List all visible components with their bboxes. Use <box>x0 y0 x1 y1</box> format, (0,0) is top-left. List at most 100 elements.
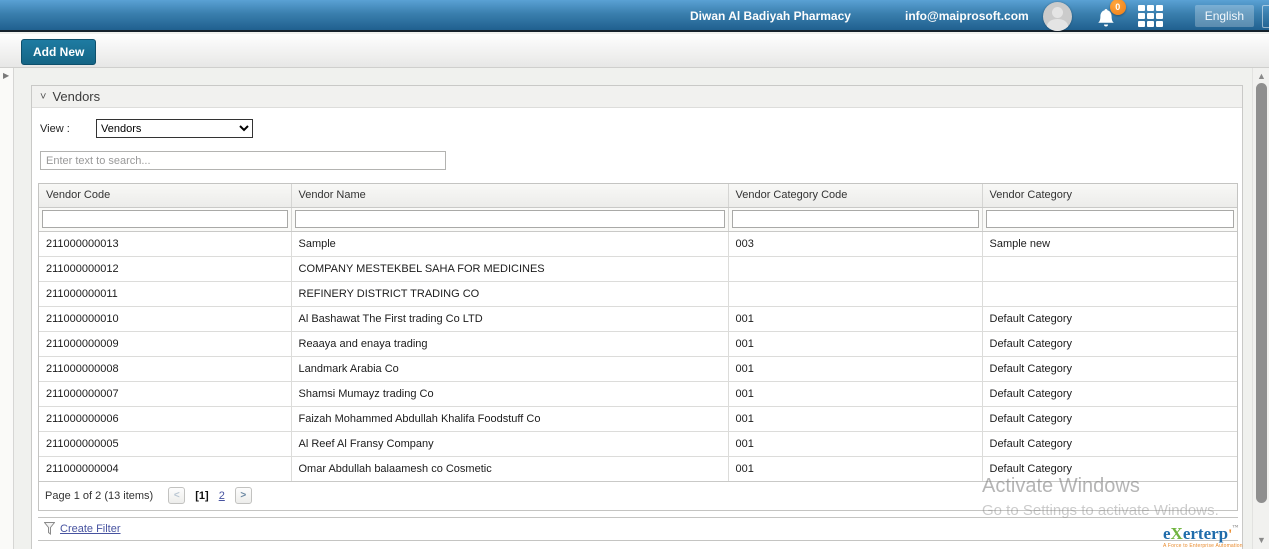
sidebar-splitter[interactable]: ▶ <box>0 68 14 549</box>
pager-next-button[interactable]: > <box>234 487 252 504</box>
cell-vendor-name: Reaaya and enaya trading <box>291 331 729 357</box>
table-row[interactable]: 211000000013 Sample 003 Sample new <box>39 231 1237 257</box>
filter-vendor-category-code-input[interactable] <box>731 210 979 228</box>
apps-grid-icon[interactable] <box>1137 5 1163 27</box>
search-input[interactable] <box>40 151 446 170</box>
cell-vendor-category: Default Category <box>982 356 1237 382</box>
cell-vendor-name: REFINERY DISTRICT TRADING CO <box>291 281 729 307</box>
exerterp-logo: eXerterp'™ A Force to Enterprise Automat… <box>1163 524 1243 549</box>
cell-vendor-code: 211000000006 <box>39 406 292 432</box>
filter-row <box>39 207 1237 232</box>
cell-vendor-category: Sample new <box>982 231 1237 257</box>
filter-funnel-icon <box>44 522 55 535</box>
table-row[interactable]: 211000000009 Reaaya and enaya trading 001 D… <box>39 331 1237 357</box>
cell-vendor-name: Sample <box>291 231 729 257</box>
column-header-vendor-code[interactable]: Vendor Code <box>39 184 292 208</box>
filter-vendor-name-input[interactable] <box>294 210 725 228</box>
cell-vendor-category: Default Category <box>982 431 1237 457</box>
table-row[interactable]: 211000000010 Al Bashawat The First tradin… <box>39 306 1237 332</box>
cell-vendor-code: 211000000013 <box>39 231 292 257</box>
table-row[interactable]: 211000000005 Al Reef Al Fransy Company 001… <box>39 431 1237 457</box>
scrollbar-thumb[interactable] <box>1256 83 1267 503</box>
cell-vendor-code: 211000000012 <box>39 256 292 282</box>
cell-vendor-name: Al Bashawat The First trading Co LTD <box>291 306 729 332</box>
vertical-scrollbar[interactable]: ▲ ▼ <box>1252 68 1269 549</box>
create-filter-bar: Create Filter <box>38 516 1238 541</box>
cell-vendor-category-code: 001 <box>728 306 983 332</box>
notification-badge: 0 <box>1109 0 1126 15</box>
cell-vendor-code: 211000000005 <box>39 431 292 457</box>
logo-text: e <box>1163 524 1171 543</box>
table-row[interactable]: 211000000008 Landmark Arabia Co 001 Default… <box>39 356 1237 382</box>
cell-vendor-name: Omar Abdullah balaamesh co Cosmetic <box>291 456 729 482</box>
avatar-person-icon <box>1051 6 1063 18</box>
user-email: info@maiprosoft.com <box>905 9 1029 23</box>
toolbar: Add New <box>0 34 1269 68</box>
create-filter-link[interactable]: Create Filter <box>60 522 121 535</box>
cell-vendor-code: 211000000007 <box>39 381 292 407</box>
cell-vendor-category-code: 001 <box>728 356 983 382</box>
table-header-row: Vendor Code Vendor Name Vendor Category … <box>39 184 1237 208</box>
view-label: View : <box>40 122 70 135</box>
table-row[interactable]: 211000000004 Omar Abdullah balaamesh co C… <box>39 456 1237 482</box>
scroll-down-icon[interactable]: ▼ <box>1257 535 1266 545</box>
cell-vendor-category: Default Category <box>982 456 1237 482</box>
language-arabic-button[interactable]: العربية <box>1262 4 1269 28</box>
cell-vendor-category-code <box>728 281 983 307</box>
cell-vendor-code: 211000000008 <box>39 356 292 382</box>
view-row: View : Vendors <box>40 119 1242 138</box>
sidebar-expand-icon[interactable]: ▶ <box>3 71 10 80</box>
add-new-button[interactable]: Add New <box>21 39 97 65</box>
cell-vendor-name: Faizah Mohammed Abdullah Khalifa Foodstu… <box>291 406 729 432</box>
language-english-button[interactable]: English <box>1194 5 1255 27</box>
pager-page-2-link[interactable]: 2 <box>218 489 225 502</box>
panel-title: Vendors <box>52 89 101 104</box>
cell-vendor-code: 211000000010 <box>39 306 292 332</box>
user-avatar[interactable] <box>1042 1 1072 31</box>
cell-vendor-name: Landmark Arabia Co <box>291 356 729 382</box>
table-row[interactable]: 211000000007 Shamsi Mumayz trading Co 001 D… <box>39 381 1237 407</box>
column-header-vendor-name[interactable]: Vendor Name <box>291 184 729 208</box>
vendors-grid: Vendor Code Vendor Name Vendor Category … <box>38 183 1238 511</box>
table-row[interactable]: 211000000012 COMPANY MESTEKBEL SAHA FOR M… <box>39 256 1237 282</box>
cell-vendor-category: Default Category <box>982 306 1237 332</box>
table-row[interactable]: 211000000011 REFINERY DISTRICT TRADING CO <box>39 281 1237 307</box>
vendors-table: Vendor Code Vendor Name Vendor Category … <box>39 184 1237 482</box>
logo-tagline: A Force to Enterprise Automation <box>1163 543 1243 549</box>
pager: Page 1 of 2 (13 items) < [1] 2 > <box>39 481 1237 510</box>
notification-bell-icon[interactable]: 0 <box>1094 0 1126 30</box>
view-select[interactable]: Vendors <box>96 119 253 138</box>
app-title: Diwan Al Badiyah Pharmacy <box>690 9 851 23</box>
vendors-panel: ˅ Vendors View : Vendors Vendor Code Ven… <box>31 85 1243 549</box>
cell-vendor-category: Default Category <box>982 406 1237 432</box>
table-row[interactable]: 211000000006 Faizah Mohammed Abdullah Kha… <box>39 406 1237 432</box>
cell-vendor-category-code: 001 <box>728 381 983 407</box>
pager-prev-button[interactable]: < <box>168 487 186 504</box>
cell-vendor-code: 211000000004 <box>39 456 292 482</box>
pager-current-page: [1] <box>195 489 209 502</box>
cell-vendor-category-code: 003 <box>728 231 983 257</box>
cell-vendor-name: Shamsi Mumayz trading Co <box>291 381 729 407</box>
column-header-vendor-category[interactable]: Vendor Category <box>982 184 1237 208</box>
cell-vendor-category: Default Category <box>982 381 1237 407</box>
table-body: 211000000013 Sample 003 Sample new 211000000… <box>39 231 1237 482</box>
pager-summary: Page 1 of 2 (13 items) <box>45 489 154 502</box>
logo-swoosh-icon: ' <box>1228 527 1233 543</box>
scroll-up-icon[interactable]: ▲ <box>1257 71 1266 81</box>
filter-vendor-code-input[interactable] <box>42 210 288 228</box>
vendors-panel-header[interactable]: ˅ Vendors <box>32 86 1242 108</box>
column-header-vendor-category-code[interactable]: Vendor Category Code <box>728 184 983 208</box>
cell-vendor-code: 211000000009 <box>39 331 292 357</box>
filter-vendor-category-input[interactable] <box>985 210 1234 228</box>
cell-vendor-category <box>982 281 1237 307</box>
collapse-chevron-icon: ˅ <box>40 90 47 103</box>
cell-vendor-category-code <box>728 256 983 282</box>
cell-vendor-category <box>982 256 1237 282</box>
top-header-bar: Diwan Al Badiyah Pharmacy info@maiprosof… <box>0 0 1269 32</box>
cell-vendor-category-code: 001 <box>728 406 983 432</box>
cell-vendor-category-code: 001 <box>728 331 983 357</box>
cell-vendor-category-code: 001 <box>728 431 983 457</box>
cell-vendor-name: COMPANY MESTEKBEL SAHA FOR MEDICINES <box>291 256 729 282</box>
cell-vendor-category-code: 001 <box>728 456 983 482</box>
cell-vendor-code: 211000000011 <box>39 281 292 307</box>
